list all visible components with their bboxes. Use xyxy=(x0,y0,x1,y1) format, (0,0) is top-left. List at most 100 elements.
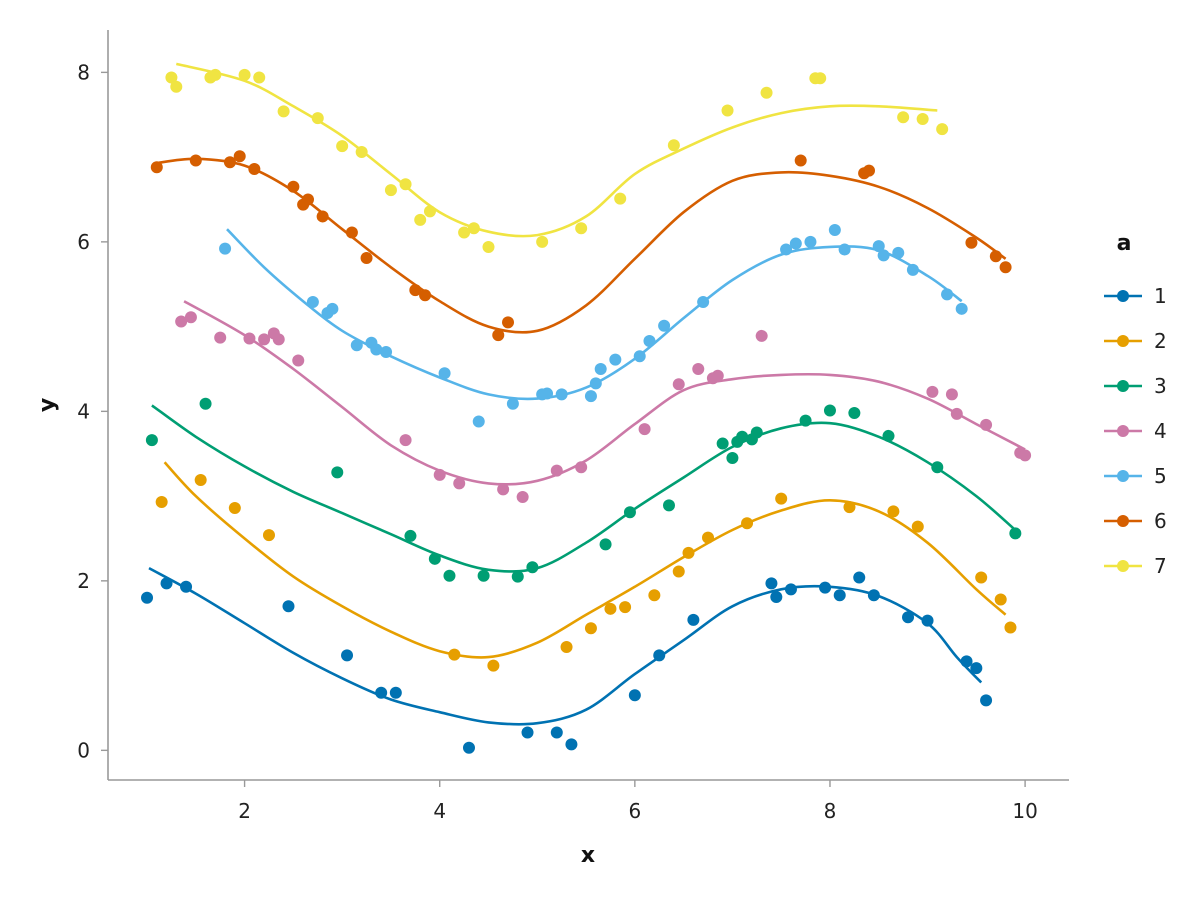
series-6-point xyxy=(492,329,505,342)
series-7-point xyxy=(897,111,910,124)
series-7-point xyxy=(721,104,734,117)
legend-label: 2 xyxy=(1154,329,1167,353)
series-1-point xyxy=(784,583,797,596)
series-6-point xyxy=(345,226,358,239)
series-3-point xyxy=(716,437,729,450)
series-6-point xyxy=(989,250,1002,263)
series-4-point xyxy=(516,490,529,503)
series-4-point xyxy=(497,483,510,496)
series-2-point xyxy=(1004,621,1017,634)
legend-entries: 1 2 3 4 5 6 7 xyxy=(1104,284,1167,578)
series-4-point xyxy=(243,332,256,345)
series-4-point xyxy=(980,418,993,431)
series-3-point xyxy=(599,538,612,551)
series-1-point xyxy=(833,589,846,602)
series-7-point xyxy=(814,72,827,85)
series-1-point xyxy=(160,577,173,590)
series-4-point xyxy=(550,464,563,477)
series-4-point xyxy=(175,315,188,328)
series-5-point xyxy=(658,319,671,332)
legend-marker xyxy=(1117,470,1129,482)
y-tick-label: 4 xyxy=(77,399,90,423)
series-2-point xyxy=(584,622,597,635)
series-6-point xyxy=(316,210,329,223)
series-6-point xyxy=(248,162,261,175)
series-5-point xyxy=(219,242,232,255)
series-3-point xyxy=(443,569,456,582)
series-1-point xyxy=(550,726,563,739)
series-5-point xyxy=(872,240,885,253)
series-7-point xyxy=(467,222,480,235)
series-1-point xyxy=(921,614,934,627)
series-1-point xyxy=(687,613,700,626)
series-3-point xyxy=(477,569,490,582)
series-6-point xyxy=(233,150,246,163)
series-3-point xyxy=(882,429,895,442)
series-5-point xyxy=(350,339,363,352)
x-axis-label: x xyxy=(581,843,595,868)
series-4-point xyxy=(272,333,285,346)
series-5-point xyxy=(697,296,710,309)
legend-title: a xyxy=(1117,231,1132,256)
legend-label: 4 xyxy=(1154,419,1167,443)
legend-marker xyxy=(1117,335,1129,347)
series-3-point xyxy=(1009,527,1022,540)
series-3-point xyxy=(726,451,739,464)
series-4-point xyxy=(214,331,227,344)
series-7-point xyxy=(165,71,178,84)
series-5-point xyxy=(306,296,319,309)
series-4-point xyxy=(755,329,768,342)
x-tick-label: 8 xyxy=(824,799,837,823)
series-6-point xyxy=(189,154,202,167)
series-1-point xyxy=(653,649,666,662)
series-3-point xyxy=(931,461,944,474)
y-tick-label: 2 xyxy=(77,569,90,593)
series-1-point xyxy=(521,726,534,739)
series-7-point xyxy=(614,192,627,205)
series-5-point xyxy=(380,346,393,359)
legend-entry-1: 1 xyxy=(1104,284,1167,308)
legend-entry-5: 5 xyxy=(1104,464,1167,488)
series-6-point xyxy=(409,284,422,297)
series-3-point xyxy=(848,407,861,420)
series-7-point xyxy=(355,146,368,159)
series-5-point xyxy=(955,302,968,315)
series-6-point xyxy=(965,236,978,249)
series-3-point xyxy=(199,397,212,410)
series-5-point xyxy=(838,243,851,256)
series-6-point xyxy=(794,154,807,167)
series-2-point xyxy=(448,648,461,661)
series-3-point xyxy=(404,529,417,542)
series-2-point xyxy=(619,601,632,614)
series-7-point xyxy=(414,213,427,226)
series-4-smooth-line xyxy=(183,300,1026,486)
series-4-point xyxy=(672,378,685,391)
series-1-point xyxy=(141,591,154,604)
series-5-point xyxy=(438,367,451,380)
series-7-point xyxy=(916,112,929,125)
legend-label: 7 xyxy=(1154,554,1167,578)
series-2-point xyxy=(775,492,788,505)
series-4-point xyxy=(433,468,446,481)
series-3-point xyxy=(526,561,539,574)
legend-label: 1 xyxy=(1154,284,1167,308)
series-2-point xyxy=(975,571,988,584)
series-1-point xyxy=(853,571,866,584)
series-2-point xyxy=(604,602,617,615)
series-2-point xyxy=(648,589,661,602)
series-1-point xyxy=(628,689,641,702)
series-5-point xyxy=(906,263,919,276)
series-2-point xyxy=(672,565,685,578)
series-1-point xyxy=(960,655,973,668)
series-7-point xyxy=(760,86,773,99)
series-4-point xyxy=(945,388,958,401)
series-2-point xyxy=(741,517,754,530)
series-1-point xyxy=(375,686,388,699)
series-3-point xyxy=(750,426,763,439)
series-3-point xyxy=(145,434,158,447)
series-1-point xyxy=(565,738,578,751)
x-tick-label: 10 xyxy=(1012,799,1037,823)
series-7-point xyxy=(482,240,495,253)
series-7-point xyxy=(575,222,588,235)
